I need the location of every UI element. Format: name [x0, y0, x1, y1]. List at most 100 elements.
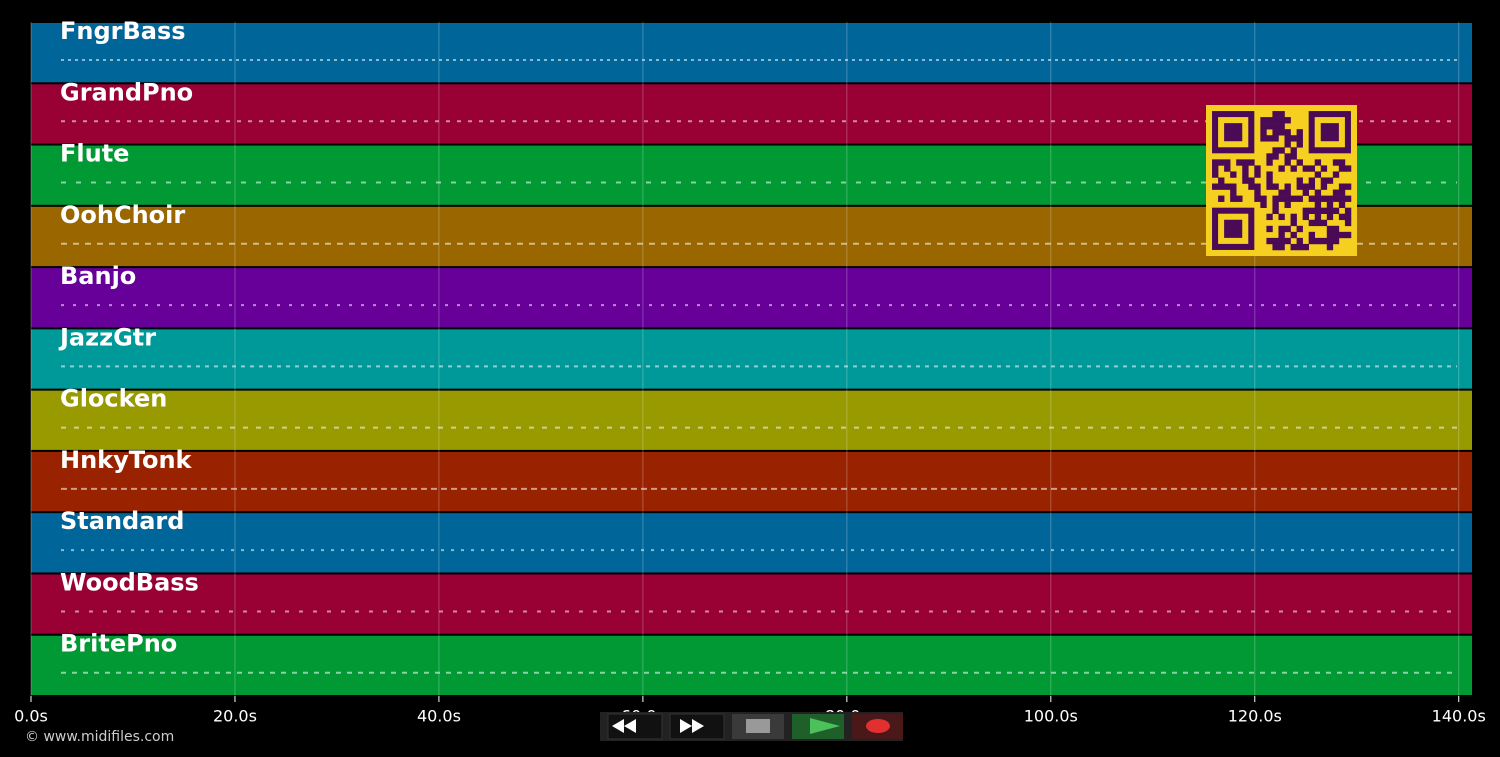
qr-module	[1224, 165, 1231, 172]
qr-module	[1344, 213, 1352, 221]
qr-module	[1332, 237, 1340, 245]
qr-module	[1266, 183, 1273, 190]
qr-module	[1302, 189, 1309, 196]
rewind-button[interactable]	[607, 713, 663, 740]
track-name: WoodBass	[60, 568, 199, 596]
qr-pattern	[1212, 111, 1352, 251]
qr-module	[1290, 231, 1297, 239]
qr-module	[1242, 165, 1249, 172]
qr-module	[1314, 213, 1322, 221]
qr-module	[1236, 159, 1243, 166]
qr-module	[1290, 195, 1297, 202]
track-name: Glocken	[60, 385, 167, 413]
qr-module	[1284, 201, 1291, 208]
qr-module	[1284, 153, 1291, 160]
qr-module	[1290, 213, 1297, 221]
qr-module	[1296, 159, 1303, 166]
qr-module	[1308, 219, 1316, 227]
qr-module	[1338, 189, 1346, 196]
qr-module	[1278, 243, 1285, 251]
qr-module	[1266, 135, 1273, 142]
qr-module	[1266, 117, 1273, 124]
track-lane	[31, 513, 1472, 573]
tick-label: 40.0s	[417, 707, 461, 726]
track-name: BritePno	[60, 630, 177, 658]
tick-label: 20.0s	[213, 707, 257, 726]
qr-module	[1278, 165, 1285, 172]
qr-module	[1260, 117, 1267, 124]
qr-module	[1266, 213, 1273, 221]
qr-module	[1338, 159, 1346, 166]
qr-module	[1320, 165, 1328, 172]
track-name: Banjo	[60, 262, 136, 290]
qr-module	[1278, 111, 1285, 118]
copyright: © www.midifiles.com	[25, 729, 174, 745]
stop-button[interactable]	[732, 714, 784, 739]
qr-module	[1332, 231, 1340, 239]
qr-module	[1338, 183, 1346, 190]
qr-module	[1272, 117, 1279, 124]
track-lane	[31, 635, 1472, 695]
qr-module	[1266, 225, 1273, 233]
qr-module	[1254, 189, 1261, 196]
fast-forward-button[interactable]	[669, 713, 725, 740]
qr-module	[1284, 135, 1291, 142]
qr-module	[1332, 159, 1340, 166]
qr-module	[1224, 183, 1231, 190]
qr-module	[1230, 195, 1237, 202]
qr-module	[1308, 195, 1316, 202]
qr-module	[1332, 207, 1340, 215]
qr-module	[1344, 231, 1352, 239]
track-name: FngrBass	[60, 17, 186, 45]
qr-module	[1302, 183, 1309, 190]
qr-module	[1296, 135, 1303, 142]
qr-module	[1326, 207, 1334, 215]
qr-module	[1212, 159, 1219, 166]
qr-module	[1326, 237, 1334, 245]
qr-module	[1332, 225, 1340, 233]
qr-module	[1302, 213, 1309, 221]
qr-module	[1278, 195, 1285, 202]
play-button[interactable]	[792, 714, 844, 739]
qr-module	[1326, 231, 1334, 239]
qr-module	[1296, 225, 1303, 233]
qr-module	[1260, 135, 1267, 142]
qr-module	[1326, 177, 1334, 184]
qr-module	[1266, 177, 1273, 184]
qr-module	[1332, 171, 1340, 178]
transport-controls	[600, 712, 903, 741]
qr-module	[1302, 243, 1309, 251]
qr-module	[1266, 237, 1273, 245]
qr-module	[1278, 189, 1285, 196]
qr-code	[1206, 105, 1357, 256]
qr-module	[1284, 189, 1291, 196]
qr-module	[1308, 165, 1316, 172]
qr-module	[1314, 207, 1322, 215]
qr-module	[1284, 183, 1291, 190]
qr-module	[1266, 123, 1273, 130]
track-name: JazzGtr	[58, 323, 156, 351]
record-button[interactable]	[852, 714, 903, 739]
track-labels: FngrBass GrandPno Flute OohChoir Banjo JazzGt…	[58, 17, 199, 658]
qr-module	[1284, 225, 1291, 233]
qr-module	[1218, 195, 1225, 202]
track-lane	[31, 390, 1472, 450]
qr-module	[1212, 183, 1219, 190]
qr-module	[1308, 207, 1316, 215]
qr-module	[1284, 237, 1291, 245]
qr-finder-core	[1320, 123, 1339, 142]
qr-module	[1314, 189, 1322, 196]
track-name: OohChoir	[60, 201, 185, 229]
qr-module	[1320, 219, 1328, 227]
qr-module	[1278, 237, 1285, 245]
qr-module	[1308, 237, 1316, 245]
qr-module	[1218, 159, 1225, 166]
qr-module	[1290, 153, 1297, 160]
qr-module	[1260, 129, 1267, 136]
qr-module	[1248, 183, 1255, 190]
qr-module	[1290, 219, 1297, 227]
qr-module	[1320, 207, 1328, 215]
qr-module	[1308, 231, 1316, 239]
qr-module	[1266, 171, 1273, 178]
qr-module	[1338, 195, 1346, 202]
